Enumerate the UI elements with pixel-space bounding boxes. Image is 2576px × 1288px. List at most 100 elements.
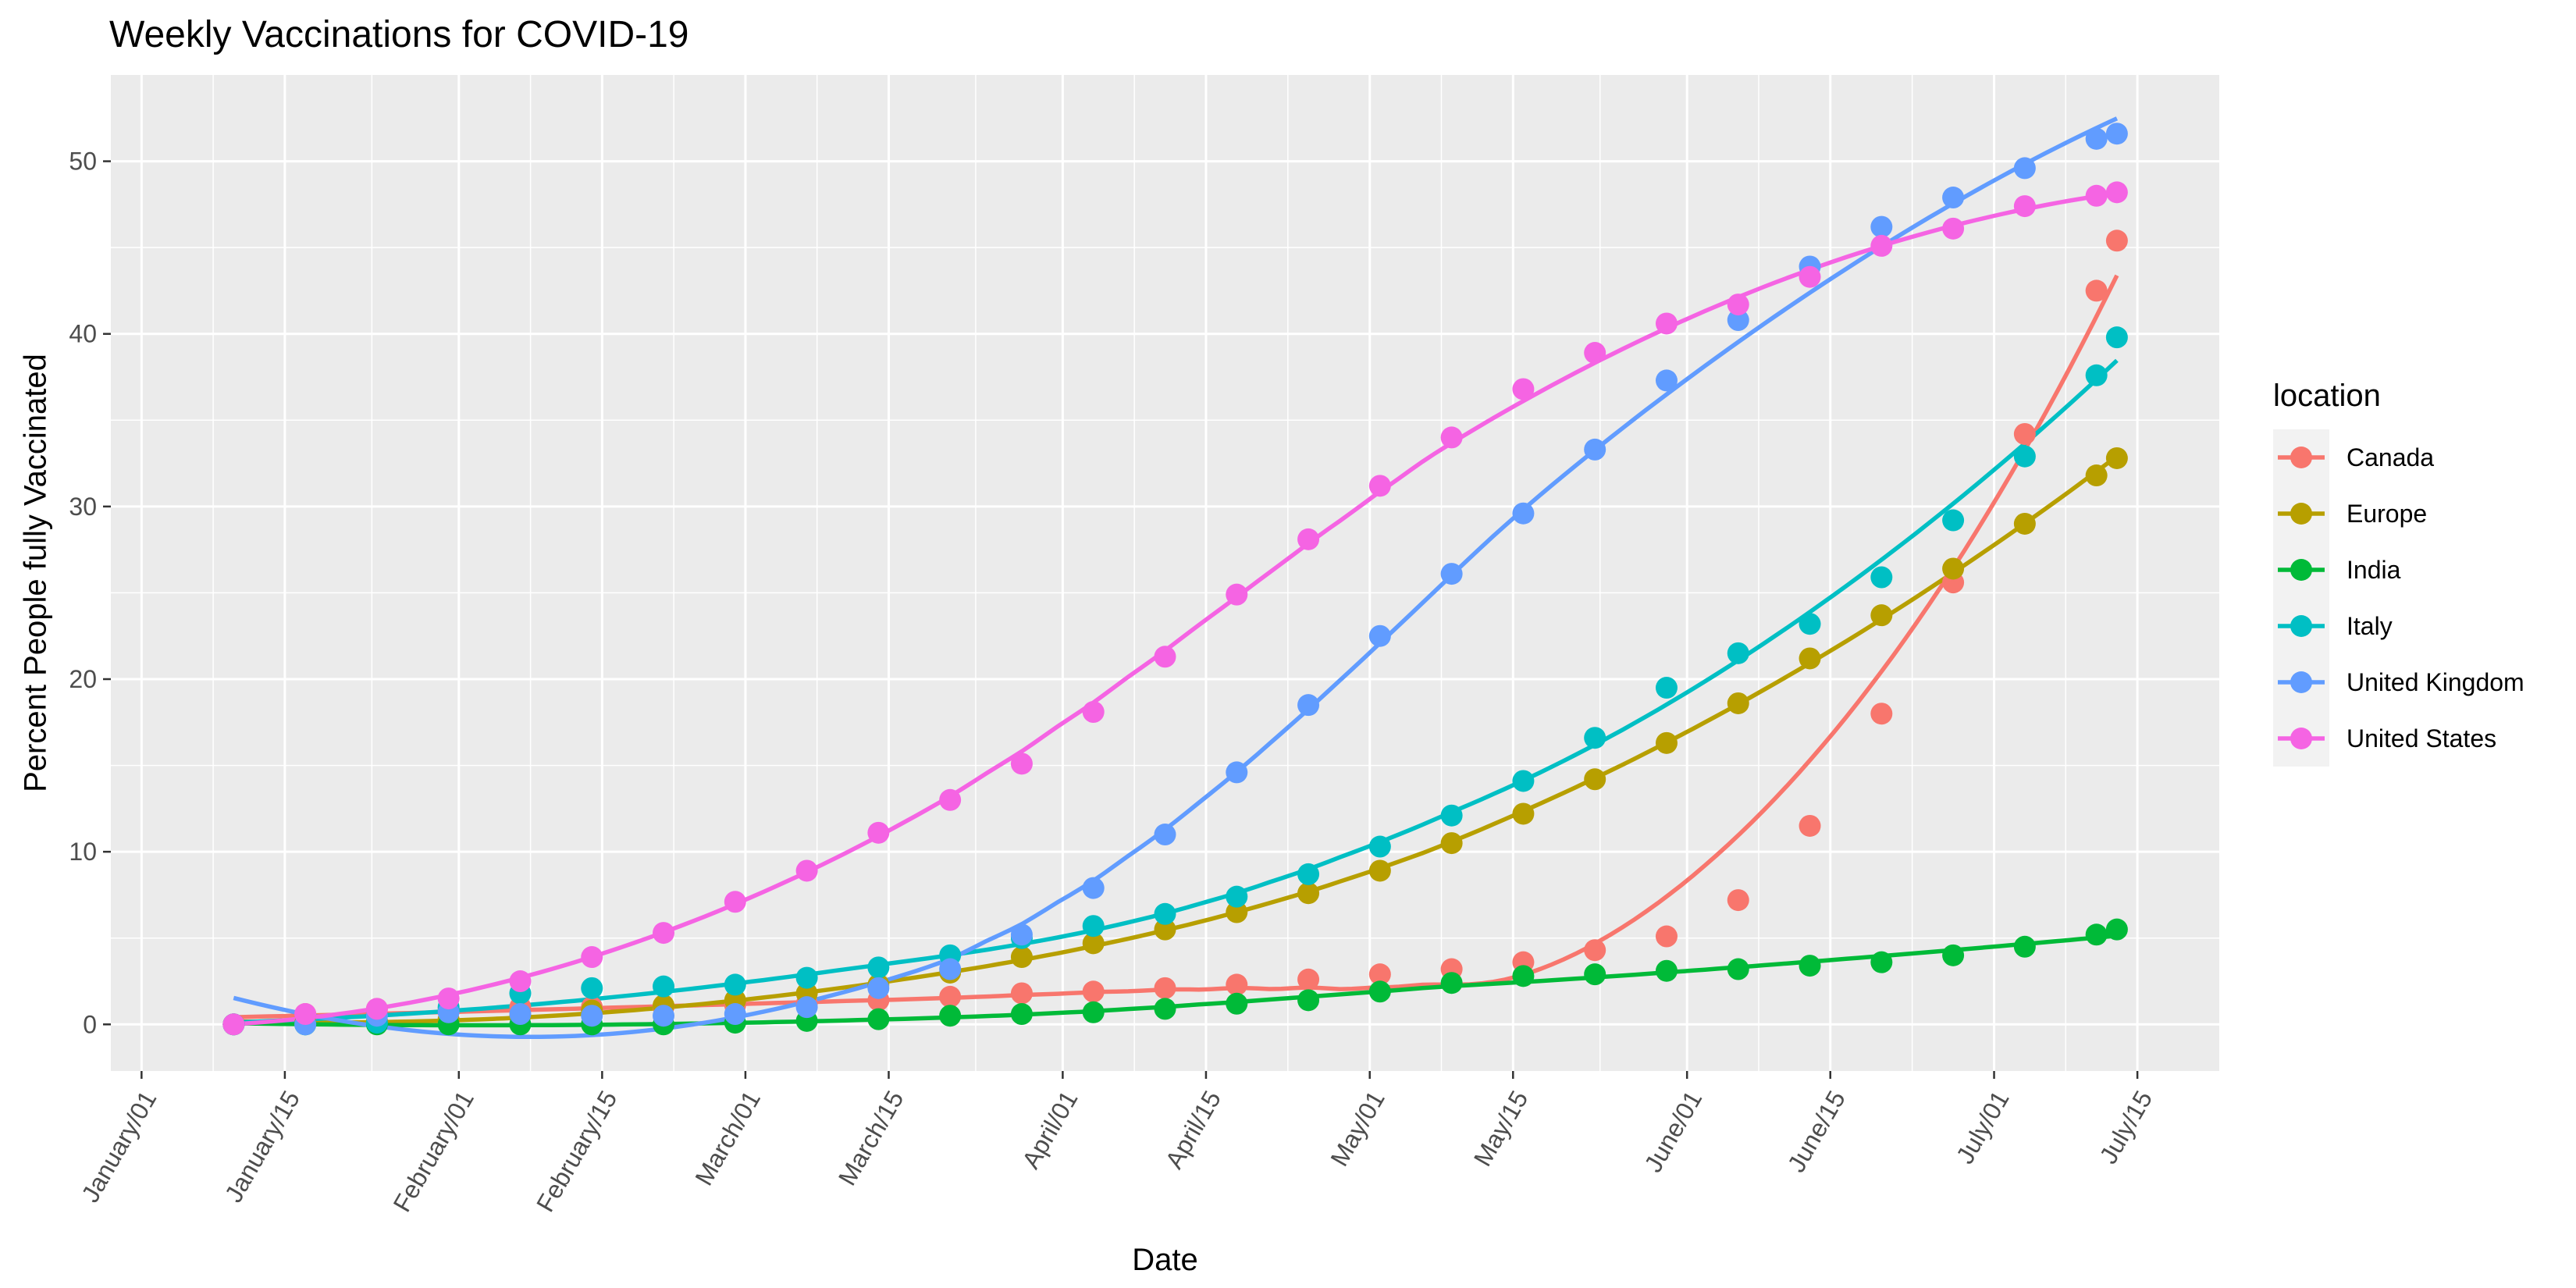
point-united-states [1870, 234, 1893, 257]
point-united-states [724, 891, 746, 913]
point-italy [1512, 770, 1535, 792]
point-italy [867, 956, 890, 979]
point-united-states [1799, 265, 1821, 288]
legend-item-india: India [2273, 542, 2401, 598]
point-united-states [653, 922, 675, 945]
point-canada [939, 985, 962, 1008]
x-tick-label: June/01 [1638, 1086, 1707, 1177]
point-united-kingdom [1297, 694, 1320, 717]
point-india [1799, 955, 1821, 977]
point-italy [795, 966, 818, 989]
point-united-states [1584, 342, 1606, 365]
point-united-kingdom [1655, 369, 1678, 392]
point-europe [2105, 447, 2128, 469]
point-canada [1010, 982, 1033, 1005]
legend-label-india: India [2347, 556, 2401, 584]
point-united-states [222, 1013, 245, 1036]
legend-key-point [2290, 503, 2312, 525]
y-tick-label: 30 [69, 493, 97, 521]
point-india [1584, 963, 1606, 986]
point-europe [1727, 692, 1749, 714]
point-india [1368, 980, 1391, 1003]
point-canada [1154, 977, 1176, 999]
point-india [1512, 965, 1535, 987]
point-united-kingdom [509, 1003, 532, 1026]
point-united-kingdom [1942, 187, 1965, 209]
point-india [939, 1005, 962, 1027]
point-united-states [2085, 184, 2108, 207]
point-canada [1584, 939, 1606, 962]
point-canada [1870, 703, 1893, 725]
legend-item-united-states: United States [2273, 710, 2496, 767]
legend-label-italy: Italy [2347, 612, 2393, 640]
point-united-states [1154, 646, 1176, 668]
point-india [1010, 1003, 1033, 1026]
point-india [1297, 989, 1320, 1012]
legend-key-point [2290, 447, 2312, 468]
x-tick-label: July/01 [1951, 1086, 2015, 1169]
point-united-states [437, 987, 460, 1010]
point-italy [1368, 835, 1391, 858]
point-india [2085, 923, 2108, 946]
legend-item-canada: Canada [2273, 429, 2434, 486]
point-united-states [1440, 426, 1463, 449]
point-united-states [1297, 528, 1320, 550]
y-tick-label: 40 [69, 320, 97, 348]
point-europe [1584, 768, 1606, 791]
point-italy [2013, 445, 2036, 468]
point-italy [724, 973, 746, 996]
legend-title: location [2273, 379, 2381, 413]
point-italy [1297, 863, 1320, 885]
point-italy [1655, 677, 1678, 699]
point-united-kingdom [653, 1005, 675, 1027]
point-united-states [1655, 312, 1678, 335]
point-india [1440, 972, 1463, 994]
point-india [1082, 1001, 1105, 1023]
point-europe [1655, 731, 1678, 754]
point-india [1655, 959, 1678, 982]
point-united-states [294, 1003, 317, 1026]
legend-key-point [2290, 615, 2312, 637]
point-italy [2085, 364, 2108, 386]
x-tick-label: February/15 [531, 1086, 622, 1216]
point-india [2105, 918, 2128, 941]
point-canada [1368, 963, 1391, 986]
y-tick-label: 20 [69, 665, 97, 693]
point-europe [1942, 557, 1965, 580]
point-canada [1226, 973, 1248, 996]
y-axis-title: Percent People fully Vaccinated [19, 354, 53, 792]
legend: location Canada Europe India Italy United Ki… [2273, 379, 2524, 767]
x-tick-label: January/01 [76, 1086, 162, 1207]
legend-label-united-states: United States [2347, 724, 2496, 753]
point-italy [1584, 727, 1606, 749]
point-united-kingdom [724, 1003, 746, 1026]
point-italy [1870, 566, 1893, 589]
point-united-kingdom [1727, 309, 1749, 332]
point-canada [2085, 279, 2108, 302]
point-italy [1727, 642, 1749, 664]
point-india [1942, 944, 1965, 966]
point-europe [2013, 512, 2036, 535]
point-canada [1727, 889, 1749, 912]
point-united-states [795, 859, 818, 882]
point-italy [1082, 915, 1105, 938]
point-canada [1082, 980, 1105, 1003]
point-united-kingdom [1010, 923, 1033, 946]
chart-title: Weekly Vaccinations for COVID-19 [109, 14, 689, 55]
point-india [2013, 935, 2036, 958]
point-italy [1942, 509, 1965, 532]
point-united-states [1727, 294, 1749, 316]
point-india [1727, 958, 1749, 980]
legend-key-point [2290, 728, 2312, 749]
x-tick-label: March/01 [689, 1086, 766, 1190]
point-united-kingdom [2105, 123, 2128, 145]
point-layer [222, 123, 2128, 1036]
point-italy [581, 977, 603, 999]
point-united-states [1226, 583, 1248, 606]
point-italy [1226, 885, 1248, 908]
point-canada [1799, 814, 1821, 837]
x-tick-label: May/01 [1325, 1086, 1390, 1171]
point-united-states [1082, 701, 1105, 724]
x-tick-label: April/15 [1160, 1086, 1226, 1173]
